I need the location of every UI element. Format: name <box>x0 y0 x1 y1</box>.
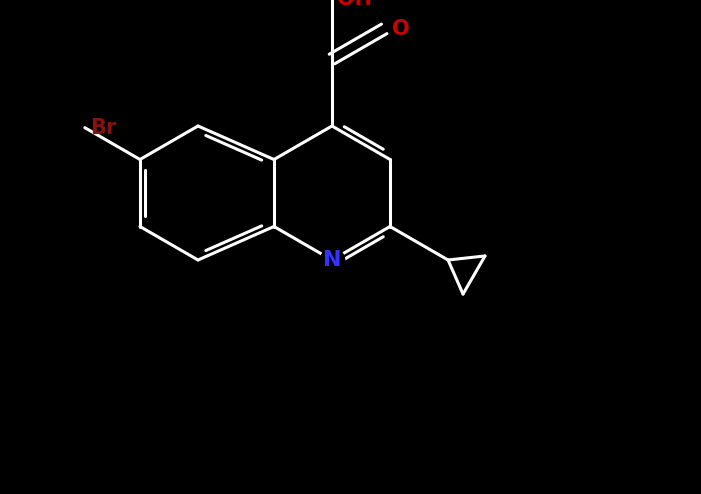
Text: Br: Br <box>90 118 116 138</box>
Text: N: N <box>322 250 341 270</box>
Text: O: O <box>393 19 410 39</box>
Text: OH: OH <box>337 0 372 9</box>
